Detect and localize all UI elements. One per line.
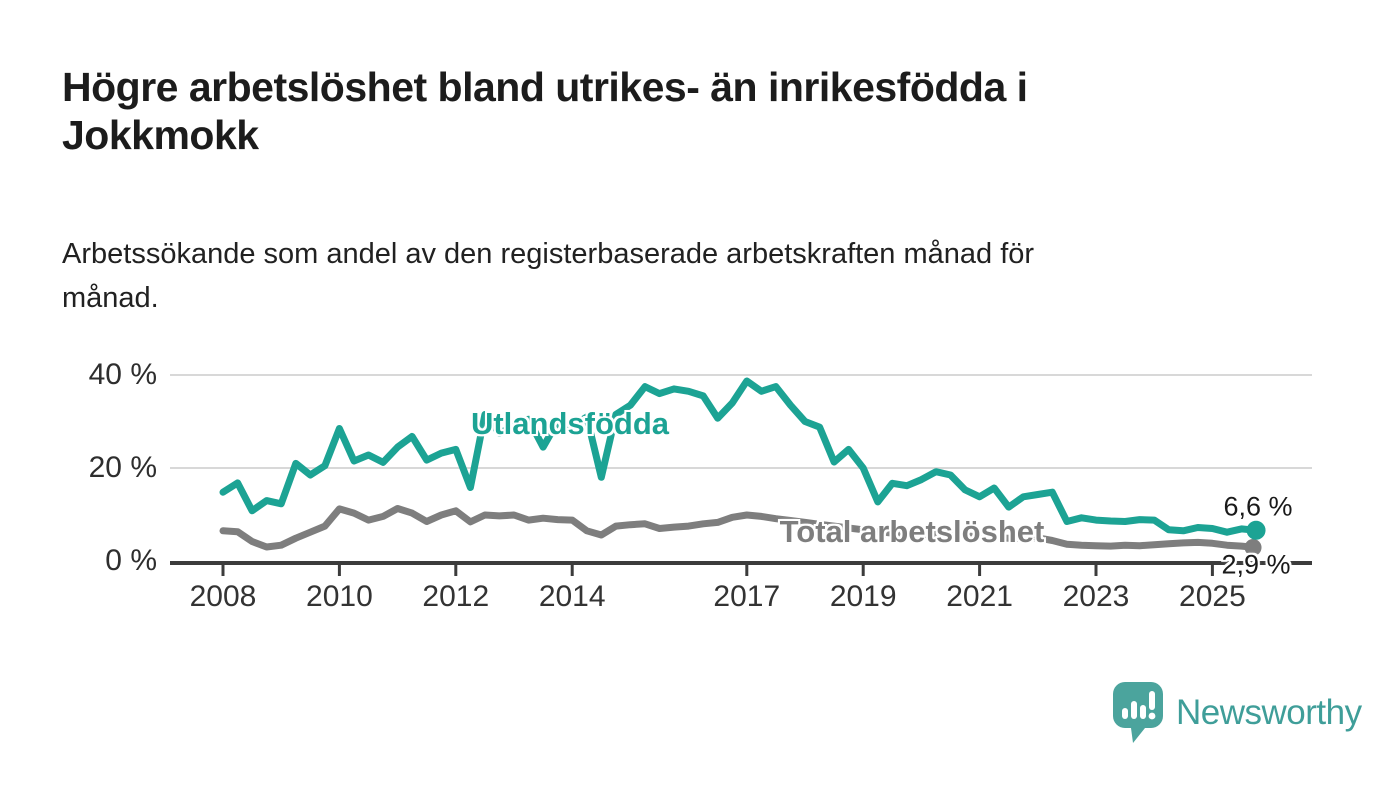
page-title: Högre arbetslöshet bland utrikes- än inr… (62, 64, 1028, 158)
bar-small (1122, 708, 1128, 719)
speech-bubble-bar-chart-icon (1113, 682, 1163, 743)
exclamation-stem (1149, 691, 1155, 710)
series-end-dot-utlandsf-dda (1246, 520, 1266, 540)
bubble-shape (1113, 682, 1163, 743)
bar-medium (1140, 705, 1146, 719)
branding-wordmark: Newsworthy (1176, 693, 1362, 732)
page-subtitle: Arbetssökande som andel av den registerb… (62, 238, 1035, 314)
bar-tall (1131, 701, 1137, 719)
exclamation-dot (1148, 712, 1156, 720)
series-line-total-arbetsl-shet (219, 505, 1260, 551)
branding: Newsworthy (1113, 682, 1362, 744)
series-line-utlandsf-dda (219, 377, 1260, 536)
series-end-dot-total-arbetsl-shet (1244, 539, 1262, 557)
